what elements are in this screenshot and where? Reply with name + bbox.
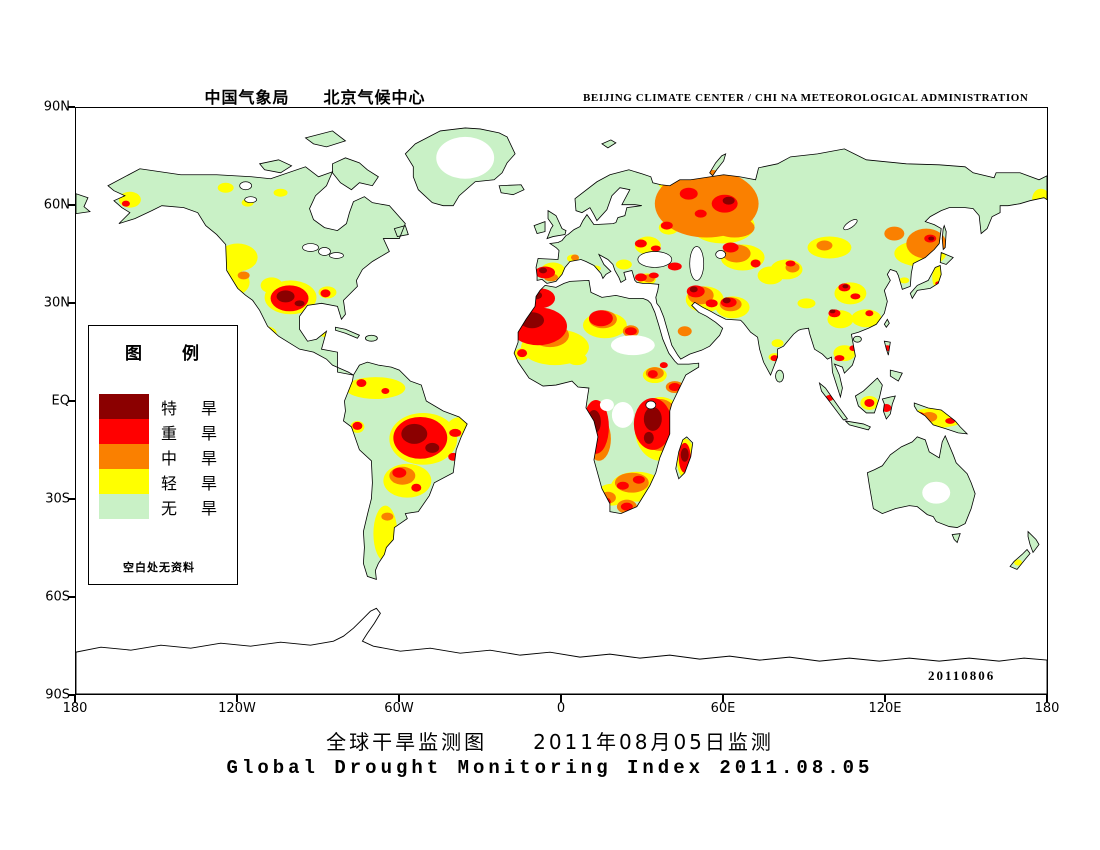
header-title-chinese: 中国气象局 北京气候中心: [204, 88, 426, 107]
x-axis-label-0-3: 0: [556, 701, 566, 716]
y-axis-label-30N: 30N: [43, 295, 70, 311]
x-axis-label-60E-4: 60E: [710, 701, 736, 716]
x-axis-tick: [398, 695, 400, 702]
lakes-layer: [239, 181, 858, 410]
footer-title-english: Global Drought Monitoring Index 2011.08.…: [226, 757, 874, 779]
legend-item-severe: 重 旱: [99, 419, 221, 444]
legend-swatch-severe: [99, 419, 149, 444]
black-sea: [637, 251, 673, 268]
y-axis-tick: [68, 204, 75, 206]
x-axis-tick: [560, 695, 562, 702]
legend-label-extreme: 特 旱: [161, 398, 222, 418]
legend-title: 图 例: [125, 344, 201, 364]
y-axis-tick: [68, 694, 75, 696]
y-axis-label-EQ: EQ: [51, 393, 70, 409]
x-axis-tick: [1046, 695, 1048, 702]
legend-item-none: 无 旱: [99, 494, 221, 519]
legend-note: 空白处无资料: [123, 561, 195, 574]
world-map: [76, 127, 1047, 694]
legend-label-light: 轻 旱: [161, 473, 222, 493]
x-axis-label-120E-5: 120E: [868, 701, 902, 716]
legend-item-extreme: 特 旱: [99, 394, 221, 419]
legend-swatch-extreme: [99, 394, 149, 419]
y-axis-label-90S: 90S: [45, 687, 70, 703]
x-axis-tick: [74, 695, 76, 702]
x-axis-label-120W-1: 120W: [218, 701, 256, 716]
y-axis-tick: [68, 400, 75, 402]
legend-items: 特 旱重 旱中 旱轻 旱无 旱: [99, 394, 221, 519]
y-axis-tick: [68, 302, 75, 304]
legend-item-moderate: 中 旱: [99, 444, 221, 469]
legend-label-severe: 重 旱: [161, 423, 222, 443]
drought-layers: [118, 136, 1047, 566]
landmass-antarctica: [76, 607, 1047, 694]
y-axis-tick: [68, 498, 75, 500]
caspian-sea: [689, 246, 705, 281]
x-axis-tick: [236, 695, 238, 702]
x-axis-label-180-0: 180: [62, 701, 88, 716]
legend-swatch-light: [99, 469, 149, 494]
landmass-australia: [867, 435, 976, 528]
footer-title-chinese: 全球干旱监测图 2011年08月05日监测: [326, 730, 774, 754]
x-axis-label-60W-2: 60W: [384, 701, 414, 716]
y-axis-label-90N: 90N: [43, 99, 70, 115]
y-axis-tick: [68, 106, 75, 108]
y-axis-label-30S: 30S: [45, 491, 70, 507]
legend-item-light: 轻 旱: [99, 469, 221, 494]
legend-swatch-moderate: [99, 444, 149, 469]
legend-swatch-none: [99, 494, 149, 519]
x-axis-tick: [722, 695, 724, 702]
y-axis-label-60S: 60S: [45, 589, 70, 605]
header-title-english: BEIJING CLIMATE CENTER / CHI NA METEOROL…: [583, 92, 1029, 104]
y-axis-label-60N: 60N: [43, 197, 70, 213]
x-axis-tick: [884, 695, 886, 702]
no-data-layer: [436, 136, 951, 504]
legend-label-moderate: 中 旱: [161, 448, 222, 468]
legend: 图 例 特 旱重 旱中 旱轻 旱无 旱 空白处无资料: [88, 325, 238, 585]
legend-label-none: 无 旱: [161, 498, 222, 518]
map-date-stamp: 20110806: [928, 668, 996, 683]
y-axis-tick: [68, 596, 75, 598]
x-axis-label-180-6: 180: [1034, 701, 1060, 716]
